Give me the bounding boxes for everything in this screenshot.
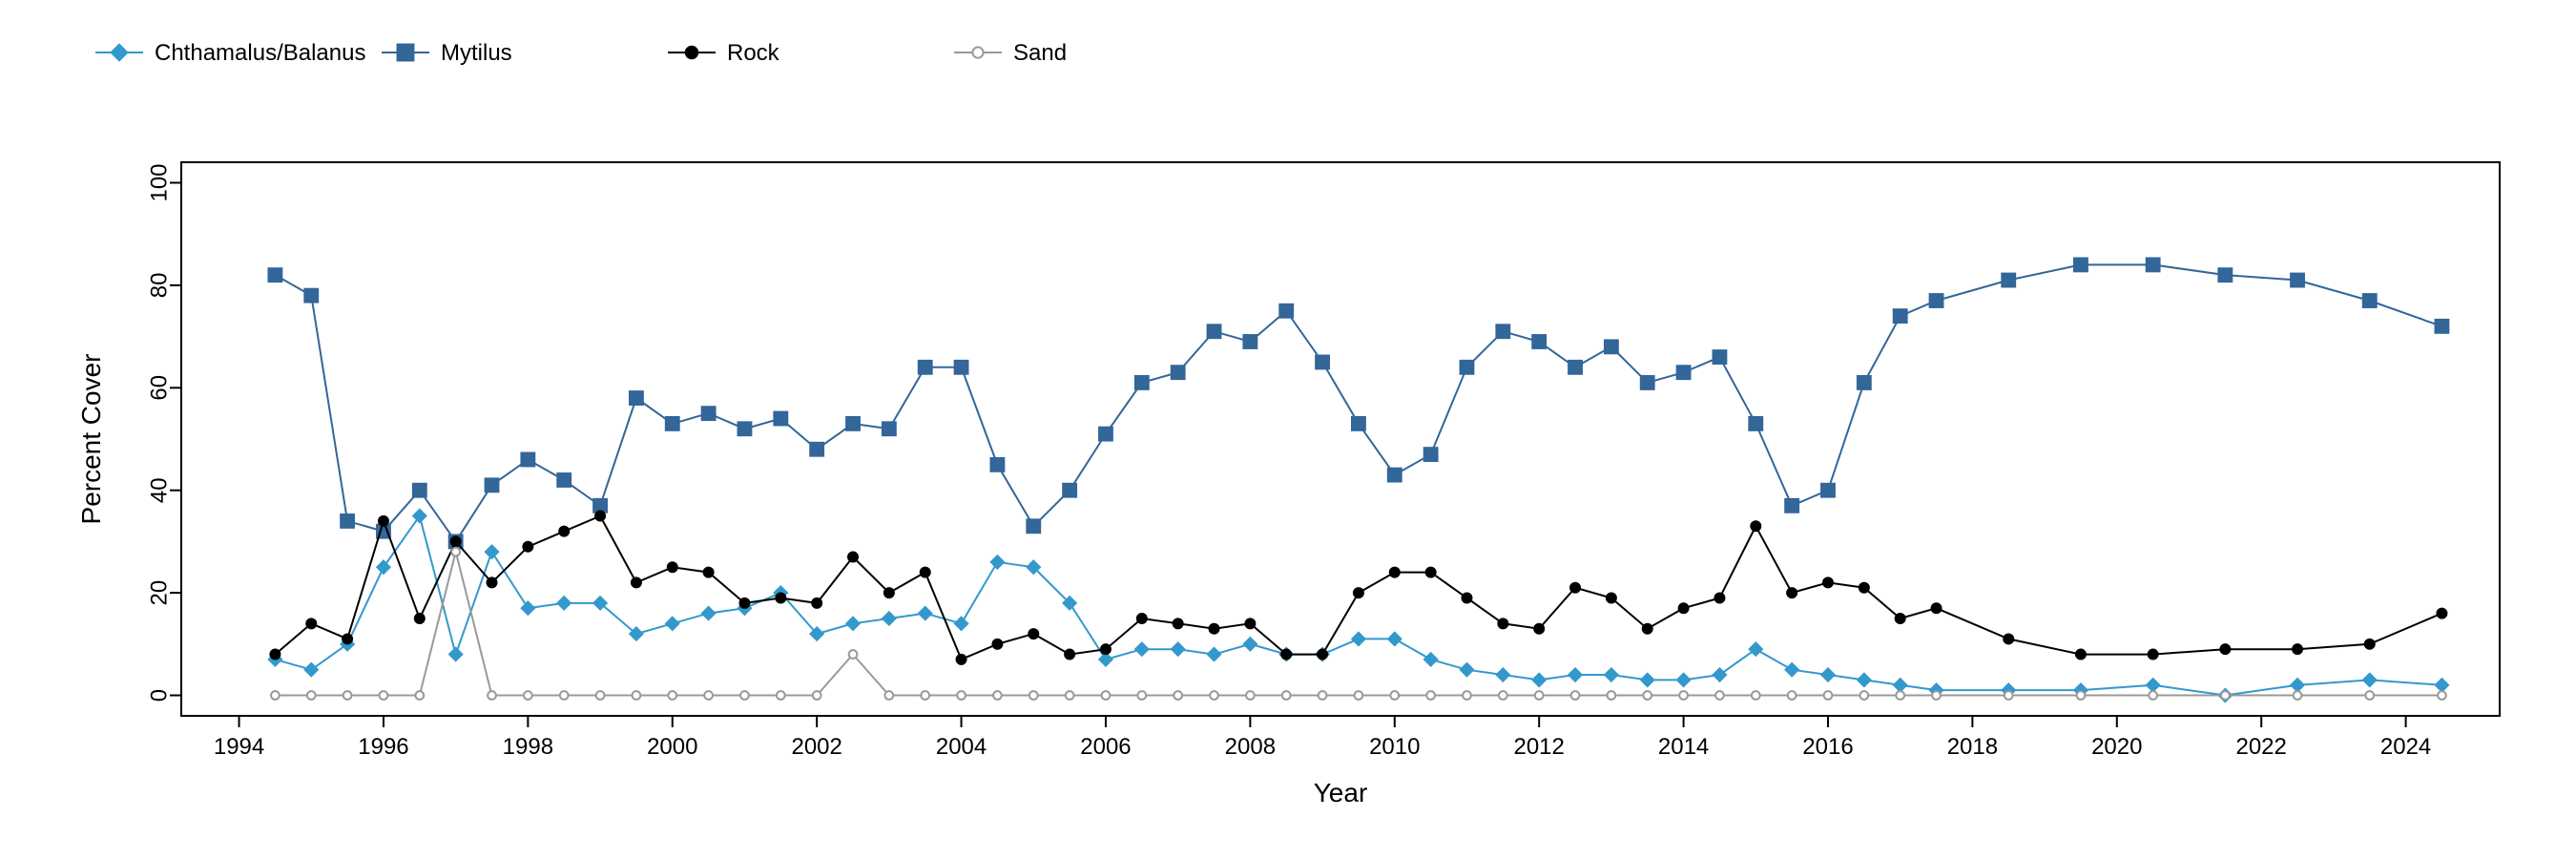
- legend-label: Mytilus: [441, 40, 512, 66]
- y-tick-label: 40: [146, 477, 172, 503]
- x-tick-label: 2024: [2380, 734, 2431, 760]
- x-tick-label: 2002: [791, 734, 841, 760]
- y-tick-label: 80: [146, 273, 172, 299]
- x-tick-label: 2020: [2091, 734, 2142, 760]
- x-tick-label: 2012: [1513, 734, 1564, 760]
- x-tick-label: 2008: [1225, 734, 1276, 760]
- x-tick-label: 1996: [358, 734, 408, 760]
- x-tick-label: 2016: [1802, 734, 1853, 760]
- chart-svg: 0 20 40 60 80 100 1994 1996 1998 2000 2002 2004 2006…: [0, 0, 2576, 859]
- x-tick-label: 2022: [2235, 734, 2286, 760]
- x-tick-label: 2010: [1369, 734, 1420, 760]
- legend-label: Rock: [727, 40, 780, 66]
- y-axis-label: Percent Cover: [76, 354, 106, 525]
- legend-label: Sand: [1013, 40, 1067, 66]
- x-tick-label: 2000: [647, 734, 697, 760]
- x-axis-label: Year: [1314, 778, 1368, 807]
- y-tick-label: 20: [146, 580, 172, 606]
- x-tick-label: 2018: [1947, 734, 1998, 760]
- y-tick-label: 0: [146, 689, 172, 702]
- x-tick-label: 2006: [1080, 734, 1131, 760]
- y-tick-label: 100: [146, 163, 172, 201]
- x-tick-label: 1994: [214, 734, 264, 760]
- x-tick-label: 2004: [936, 734, 987, 760]
- x-tick-label: 1998: [503, 734, 553, 760]
- x-tick-label: 2014: [1658, 734, 1709, 760]
- percent-cover-chart: 0 20 40 60 80 100 1994 1996 1998 2000 2002 2004 2006…: [0, 0, 2576, 859]
- legend-label: Chthamalus/Balanus: [155, 40, 365, 66]
- y-tick-label: 60: [146, 375, 172, 401]
